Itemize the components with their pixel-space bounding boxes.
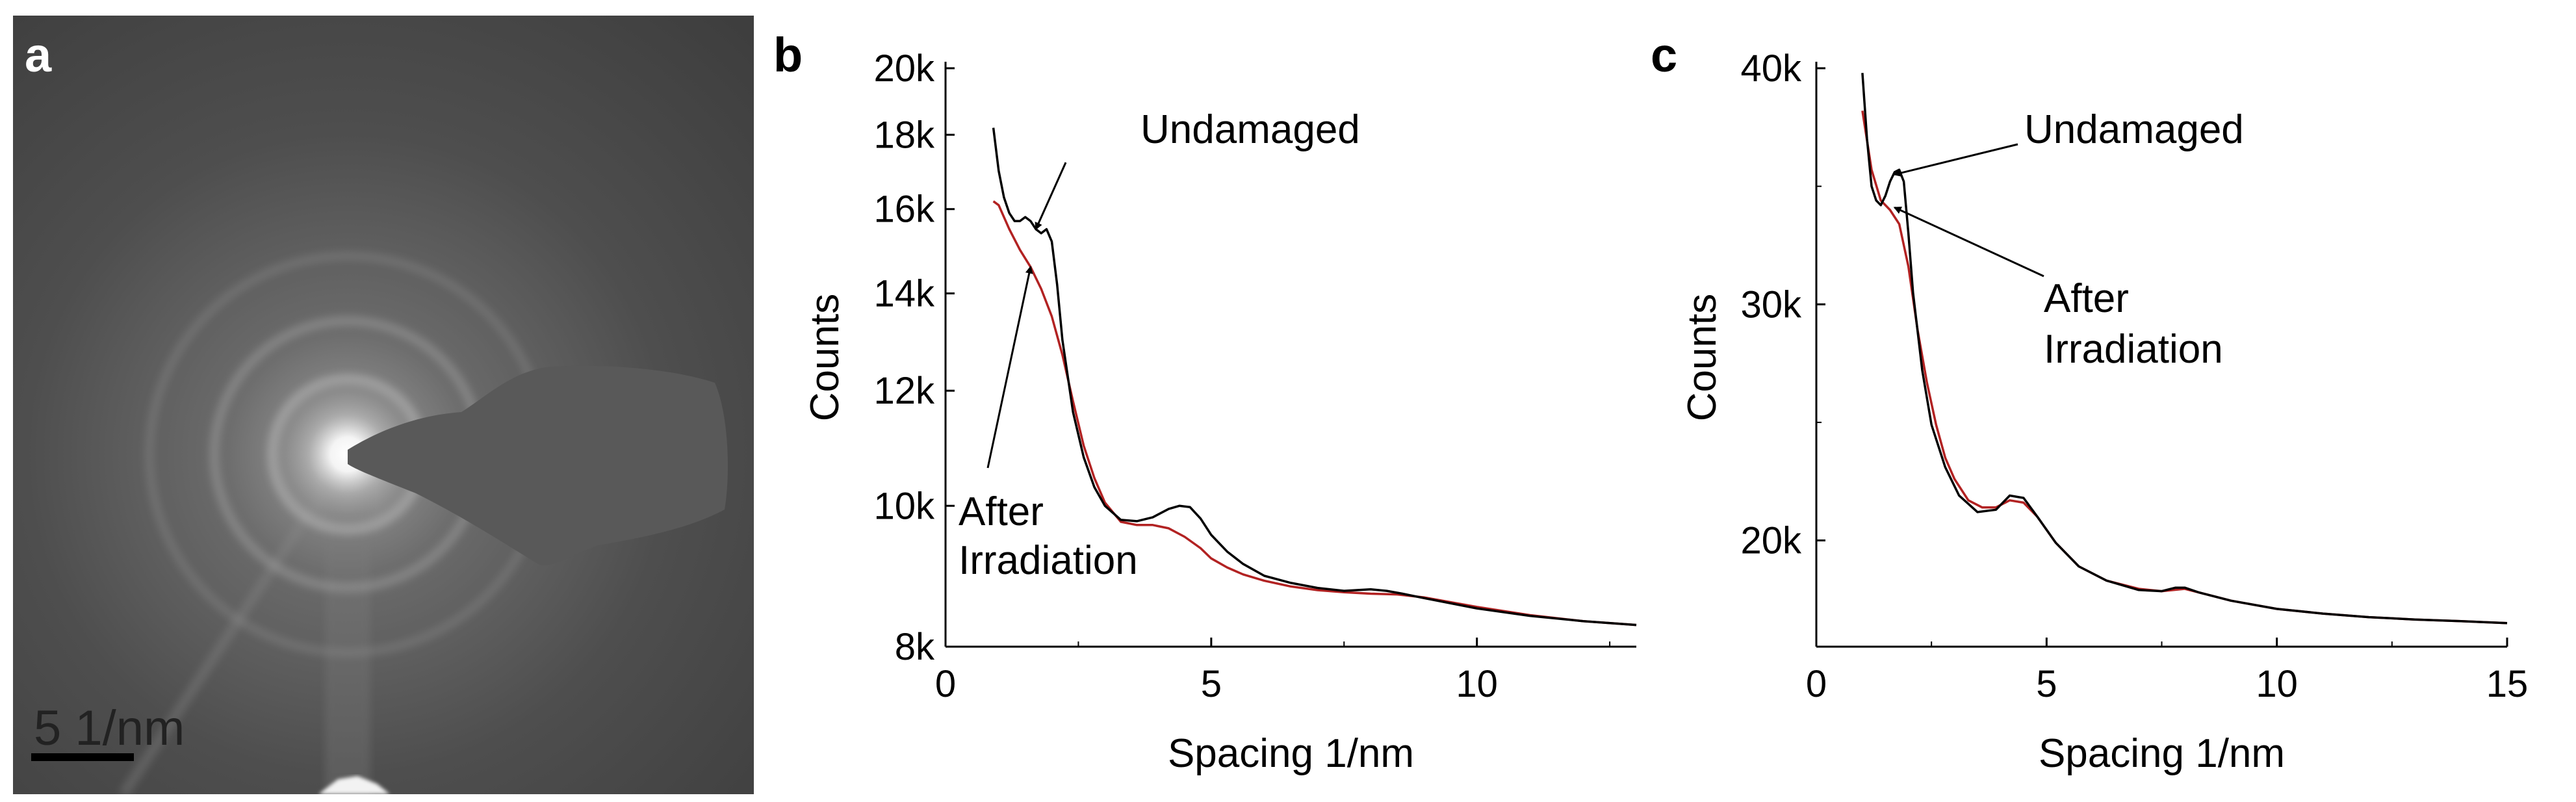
diffraction-image-panel: 5 1/nm a — [13, 16, 754, 794]
annotation-label: Undamaged — [2024, 107, 2244, 152]
y-tick-label: 18k — [873, 114, 935, 156]
x-axis-label: Spacing 1/nm — [1168, 731, 1414, 776]
x-tick-label: 5 — [1201, 663, 1222, 705]
annotation-label: Irradiation — [2044, 327, 2223, 372]
y-tick-label: 14k — [873, 272, 935, 315]
annotation-label: Irradiation — [959, 538, 1138, 583]
chart-b-series — [992, 127, 1637, 627]
series-line-undamaged — [1861, 73, 2508, 625]
panel-b-letter: b — [773, 28, 803, 82]
x-tick-label: 10 — [2256, 663, 2298, 705]
annotation-label: After — [2044, 276, 2129, 321]
chart-c: c 20k 30k 40k 0 5 10 15 Spacing 1/nm Counts Unda… — [1651, 28, 2528, 776]
x-tick-label: 0 — [1806, 663, 1827, 705]
beam-stop — [348, 365, 728, 565]
y-tick-label: 40k — [1740, 47, 1802, 90]
annotation-arrow — [1893, 206, 2044, 278]
scale-bar — [31, 753, 134, 761]
y-tick-label: 16k — [873, 188, 935, 231]
panel-a-letter: a — [25, 28, 52, 82]
annotation-arrow — [986, 265, 1033, 469]
annotation-arrow — [1893, 143, 2018, 177]
y-axis-label: Counts — [1680, 294, 1725, 421]
y-tick-label: 8k — [895, 626, 935, 668]
y-tick-label: 20k — [1740, 520, 1802, 562]
y-axis-label: Counts — [803, 294, 847, 421]
x-tick-label: 10 — [1456, 663, 1498, 705]
scale-bar-label: 5 1/nm — [34, 701, 185, 756]
diffraction-pattern-image: 5 1/nm a — [13, 16, 754, 794]
chart-c-axes: 20k 30k 40k 0 5 10 15 Spacing 1/nm Counts — [1680, 47, 2528, 776]
x-axis-label: Spacing 1/nm — [2039, 731, 2285, 776]
annotation-label: After — [959, 489, 1044, 534]
chart-b-axes: 8k 10k 12k 14k 16k 18k 20k 0 5 10 Spacing 1/nm Coun… — [803, 47, 1636, 776]
panel-c-letter: c — [1651, 28, 1677, 82]
chart-c-annotations: Undamaged After Irradiation — [1893, 107, 2244, 372]
x-tick-label: 0 — [935, 663, 956, 705]
x-tick-label: 15 — [2486, 663, 2529, 705]
chart-c-series — [1861, 73, 2508, 625]
x-tick-label: 5 — [2036, 663, 2057, 705]
chart-b: b 8k 10k 12k 14k 16k 18k 20k 0 5 10 Spacing 1/nm Co… — [773, 28, 1637, 776]
y-tick-label: 12k — [873, 370, 935, 412]
y-tick-label: 30k — [1740, 283, 1802, 326]
series-line-undamaged — [992, 127, 1637, 627]
y-tick-label: 20k — [873, 47, 935, 90]
series-line-after-irradiation — [992, 200, 1637, 627]
annotation-label: Undamaged — [1140, 107, 1360, 152]
annotation-arrow — [1035, 162, 1067, 231]
y-tick-label: 10k — [873, 485, 935, 527]
